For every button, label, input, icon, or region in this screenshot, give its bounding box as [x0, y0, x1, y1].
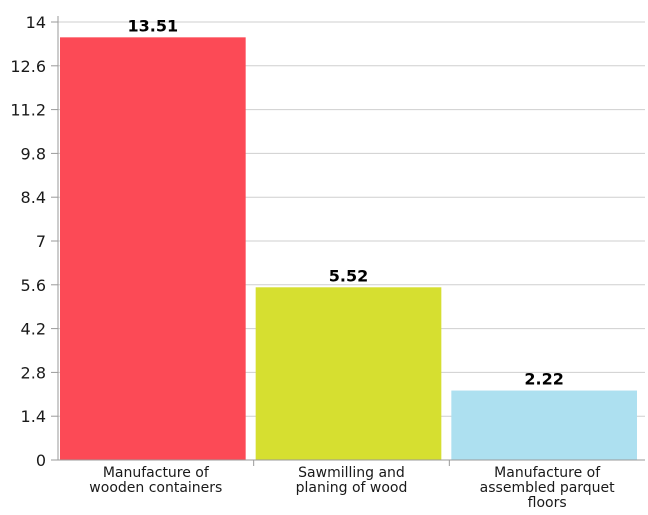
- x-tick-label-line: floors: [528, 495, 567, 511]
- x-tick-label-line: assembled parquet: [480, 480, 615, 496]
- x-tick-label: Sawmilling and planing of wood: [296, 465, 408, 496]
- x-tick-label-line: Manufacture of: [494, 465, 601, 481]
- y-tick-label: 12.6: [10, 57, 46, 76]
- axis-layer: [51, 16, 645, 466]
- bar: [451, 390, 637, 460]
- y-tick-label: 4.2: [21, 320, 46, 339]
- data-label: 2.22: [524, 370, 563, 389]
- y-tick-label: 2.8: [21, 363, 46, 382]
- bars-layer: [60, 37, 637, 460]
- y-tick-label: 11.2: [10, 101, 46, 120]
- y-tick-label: 7: [36, 232, 46, 251]
- x-tick-label-line: Sawmilling and: [298, 465, 405, 481]
- y-tick-label: 0: [36, 451, 46, 470]
- x-tick-label-line: Manufacture of: [103, 465, 210, 481]
- y-tick-label: 14: [26, 13, 46, 32]
- y-tick-label: 1.4: [21, 407, 46, 426]
- data-label: 5.52: [329, 266, 368, 285]
- y-tick-label: 9.8: [21, 144, 46, 163]
- data-label: 13.51: [128, 16, 179, 35]
- labels-layer: 0 1.4 2.8 4.2 5.6 7 8.4 9.8 11.2 12.6 14 13.51 Manuf…: [10, 13, 615, 511]
- bar: [255, 287, 442, 460]
- x-tick-label: Manufacture of wooden containers: [89, 465, 222, 496]
- x-tick-label-line: planing of wood: [296, 480, 408, 496]
- x-tick-label-line: wooden containers: [89, 480, 222, 496]
- bar: [60, 37, 246, 460]
- x-tick-label: Manufacture of assembled parquet floors: [480, 465, 615, 511]
- y-tick-label: 8.4: [21, 188, 46, 207]
- y-tick-label: 5.6: [21, 276, 46, 295]
